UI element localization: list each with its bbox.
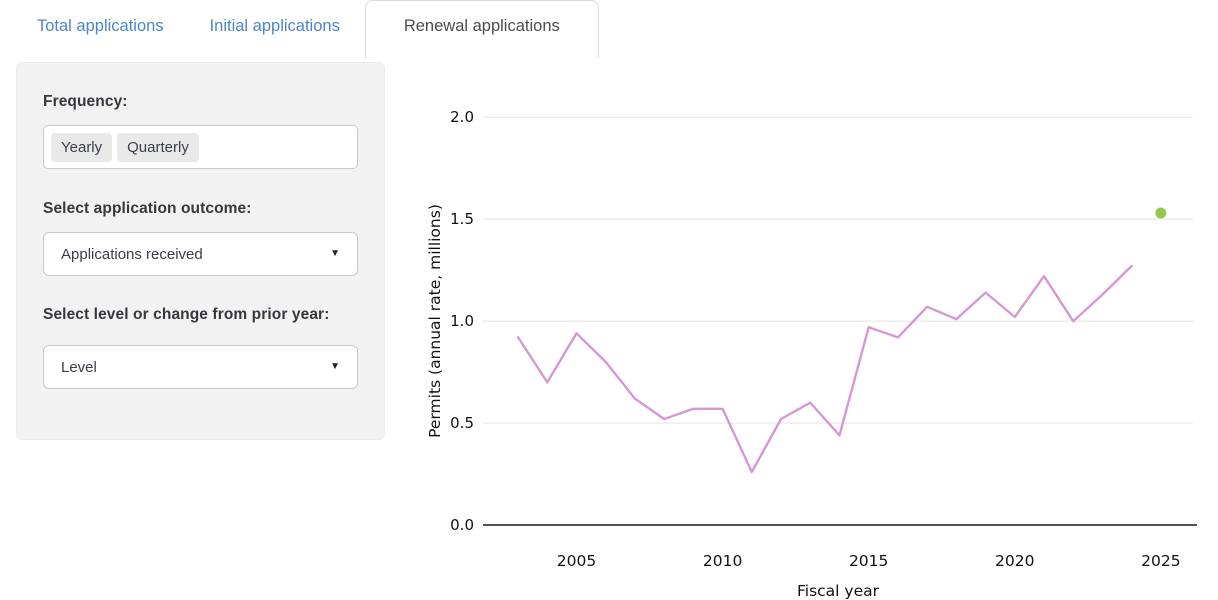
- x-tick-label: 2025: [1141, 552, 1180, 570]
- latest-point-marker: [1155, 207, 1167, 219]
- x-tick-label: 2020: [995, 552, 1034, 570]
- tab-initial-applications[interactable]: Initial applications: [209, 17, 340, 35]
- y-tick-label: 1.0: [450, 312, 474, 330]
- level-label: Select level or change from prior year:: [43, 306, 330, 323]
- x-tick-label: 2005: [557, 552, 596, 570]
- outcome-dropdown-value: Applications received: [61, 245, 203, 263]
- y-tick-label: 1.5: [450, 210, 474, 228]
- frequency-option-quarterly[interactable]: Quarterly: [117, 132, 199, 162]
- frequency-option-yearly[interactable]: Yearly: [51, 132, 113, 162]
- x-axis-title: Fiscal year: [797, 582, 880, 600]
- tab-bar: Total applications Initial applications …: [14, 0, 599, 58]
- frequency-selector[interactable]: Yearly Quarterly: [43, 125, 358, 169]
- x-tick-label: 2010: [703, 552, 742, 570]
- outcome-label: Select application outcome:: [43, 200, 252, 217]
- chevron-down-icon: ▼: [330, 248, 340, 259]
- renewal-line-series: [516, 264, 1133, 474]
- tab-total-applications[interactable]: Total applications: [37, 17, 164, 35]
- frequency-label: Frequency:: [43, 93, 128, 110]
- y-tick-label: 0.5: [450, 414, 474, 432]
- y-axis-title: Permits (annual rate, millions): [426, 204, 444, 438]
- chevron-down-icon: ▼: [330, 361, 340, 372]
- y-tick-label: 0.0: [450, 516, 474, 534]
- controls-panel: Frequency: Yearly Quarterly Select appli…: [16, 62, 385, 440]
- level-dropdown[interactable]: Level ▼: [43, 345, 358, 389]
- level-dropdown-value: Level: [61, 358, 97, 376]
- y-tick-label: 2.0: [450, 108, 474, 126]
- x-tick-label: 2015: [849, 552, 888, 570]
- tab-renewal-applications[interactable]: Renewal applications: [364, 0, 599, 58]
- outcome-dropdown[interactable]: Applications received ▼: [43, 232, 358, 276]
